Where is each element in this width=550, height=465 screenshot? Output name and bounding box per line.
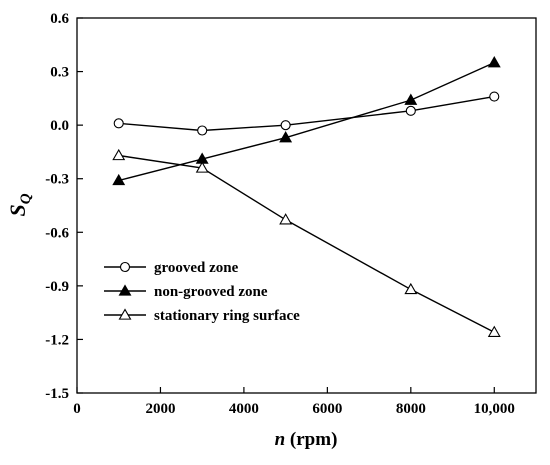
y-axis-title: SQ (5, 193, 34, 216)
x-axis: 0 2000 4000 6000 8000 10,000 (73, 387, 515, 417)
x-tick-label: 2000 (145, 401, 175, 417)
y-axis: 0.6 0.3 0.0 -0.3 -0.6 -0.9 -1.2 -1.5 (45, 11, 83, 402)
y-tick-label: 0.6 (50, 11, 69, 27)
data-point (195, 161, 209, 173)
data-point (489, 91, 500, 102)
x-tick-label: 6000 (312, 401, 342, 417)
legend-marker (119, 261, 131, 273)
data-point (112, 148, 126, 161)
x-tick-label: 0 (73, 401, 81, 417)
data-point (279, 131, 293, 143)
data-point (487, 325, 501, 337)
y-tick-label: -0.3 (45, 172, 69, 188)
series-layer (112, 56, 501, 337)
legend: grooved zone non-grooved zone stationary r… (104, 260, 300, 324)
data-point (404, 282, 418, 295)
legend-label: grooved zone (154, 260, 239, 276)
x-tick-label: 8000 (396, 401, 426, 417)
legend-label: stationary ring surface (154, 308, 300, 324)
legend-marker (118, 308, 132, 320)
y-axis-variable: S (5, 204, 30, 216)
data-point (113, 118, 124, 129)
y-axis-subscript: Q (18, 193, 34, 204)
y-tick-label: 0.0 (50, 118, 69, 134)
legend-item: stationary ring surface (104, 308, 300, 324)
data-point (279, 213, 293, 225)
plot-frame (76, 17, 537, 394)
y-tick-label: -1.2 (45, 332, 69, 348)
data-point (405, 105, 416, 116)
data-point (112, 173, 126, 186)
series-2 (112, 148, 501, 337)
x-tick-label: 10,000 (474, 401, 515, 417)
series-line (118, 62, 495, 182)
legend-label: non-grooved zone (154, 284, 268, 300)
legend-item: non-grooved zone (104, 284, 268, 300)
data-point (404, 93, 418, 105)
y-tick-label: -0.6 (45, 225, 69, 241)
series-line (118, 154, 495, 333)
x-tick-label: 4000 (229, 401, 259, 417)
legend-marker (118, 284, 132, 296)
series-1 (112, 56, 501, 186)
y-tick-label: 0.3 (50, 65, 69, 81)
data-point (487, 56, 501, 68)
data-point (197, 125, 208, 136)
x-axis-unit: (rpm) (285, 429, 337, 450)
x-axis-title: n (rpm) (275, 429, 338, 450)
series-line (118, 95, 495, 132)
y-tick-label: -1.5 (45, 386, 69, 402)
x-axis-variable: n (275, 429, 286, 450)
legend-item: grooved zone (104, 260, 239, 276)
y-tick-label: -0.9 (45, 279, 69, 295)
series-0 (113, 91, 500, 136)
data-point (280, 120, 291, 131)
